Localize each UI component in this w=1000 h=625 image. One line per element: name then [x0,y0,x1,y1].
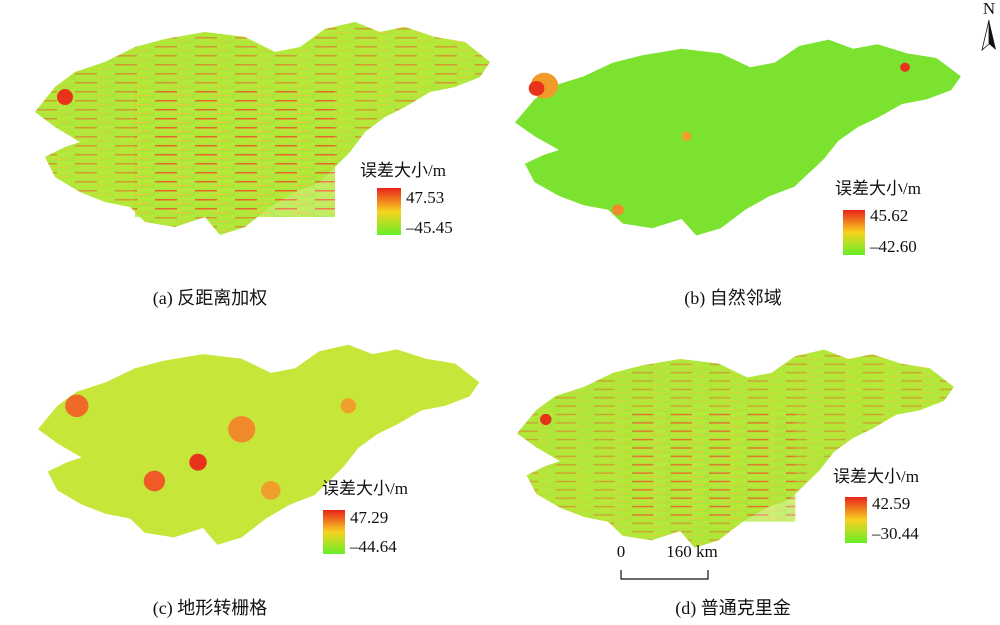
legend-max: 45.62 [870,206,908,225]
legend-ramp [377,188,401,235]
legend-min: –30.44 [871,524,919,543]
caption: (c) 地形转栅格 [153,598,267,619]
legend-ramp [843,210,865,255]
legend-min: –42.60 [869,237,917,256]
legend-ramp [323,510,345,554]
scale-bar [620,570,709,580]
map-c [38,344,480,545]
north-label: N [983,0,995,18]
legend-max: 42.59 [872,494,910,513]
caption: (b) 自然邻域 [684,288,782,309]
legend-ramp [845,497,867,543]
legend-title: 误差大小/m [835,179,921,198]
north-arrow [981,19,990,52]
legend-title: 误差大小/m [833,467,919,486]
legend-title: 误差大小/m [322,479,408,498]
legend-max: 47.29 [350,508,388,527]
legend-min: –45.45 [405,218,453,237]
map-d [517,349,954,548]
scale-start: 0 [617,542,626,561]
scale-end: 160 km [666,542,717,561]
map-b [515,39,961,236]
legend-title: 误差大小/m [360,161,446,180]
map-a [35,22,490,235]
north-arrow [989,20,996,50]
caption: (a) 反距离加权 [153,288,267,309]
legend-max: 47.53 [406,188,444,207]
legend-min: –44.64 [349,537,397,556]
caption: (d) 普通克里金 [675,598,791,619]
